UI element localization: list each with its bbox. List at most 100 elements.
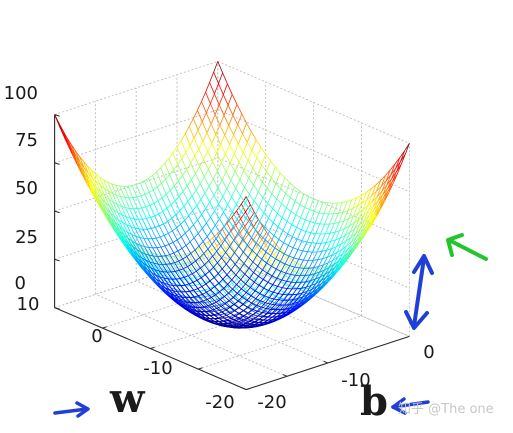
surface-mesh-segment [146, 265, 152, 273]
surface-mesh-segment [155, 274, 161, 282]
surface-mesh-segment [166, 208, 173, 219]
surface-mesh-segment [322, 250, 328, 259]
b-tick-mark [242, 387, 247, 391]
watermark: 知乎 @The one [398, 401, 494, 417]
surface-mesh-segment [266, 171, 272, 179]
surface-mesh-segment [165, 179, 171, 191]
surface-mesh-segment [272, 316, 278, 320]
surface-mesh-segment [264, 306, 271, 312]
surface-mesh-segment [340, 234, 346, 239]
surface-mesh-segment [196, 205, 203, 215]
surface-mesh-segment [189, 290, 195, 298]
surface-mesh-segment [143, 259, 149, 267]
surface-mesh-segment [223, 204, 228, 213]
w-tick-10: 10 [17, 294, 40, 315]
surface-mesh-segment [176, 223, 181, 229]
surface-mesh-segment [385, 169, 391, 181]
surface-mesh-segment [244, 202, 251, 211]
surface-mesh-segment [253, 276, 259, 283]
surface-mesh-segment [62, 130, 68, 138]
surface-mesh-segment [176, 285, 182, 293]
surface-mesh-segment [222, 94, 229, 106]
surface-mesh-segment [258, 197, 264, 208]
surface-mesh-segment [258, 279, 264, 286]
surface-mesh-segment [127, 238, 134, 248]
surface-mesh-segment [252, 233, 259, 241]
surface-mesh-segment [202, 132, 208, 142]
surface-mesh-segment [141, 257, 148, 266]
surface-mesh-segment [213, 71, 219, 84]
surface-mesh-segment [326, 241, 332, 251]
surface-mesh-segment [195, 307, 201, 313]
surface-mesh-segment [222, 286, 228, 291]
surface-mesh-segment [297, 292, 303, 295]
surface-mesh-segment [337, 202, 343, 204]
surface-mesh-segment [179, 268, 184, 271]
surface-mesh-segment [135, 184, 142, 197]
surface-mesh-segment [188, 282, 194, 285]
surface-mesh-segment [244, 297, 249, 302]
surface-mesh-segment [252, 167, 258, 176]
surface-mesh-segment [161, 193, 167, 199]
surface-mesh-segment [205, 280, 211, 285]
surface-mesh-segment [210, 103, 216, 115]
surface-mesh-segment [344, 218, 349, 229]
surface-mesh-segment [224, 303, 231, 308]
surface-mesh-segment [291, 224, 297, 228]
surface-mesh-segment [103, 179, 109, 192]
surface-mesh-segment [232, 104, 238, 116]
surface-mesh-segment [314, 272, 320, 280]
surface-mesh-segment [205, 112, 212, 125]
surface-mesh-segment [203, 253, 209, 261]
surface-mesh-segment [199, 159, 204, 167]
surface-mesh-segment [242, 133, 248, 143]
surface-mesh-segment [228, 262, 235, 268]
surface-mesh-segment [282, 287, 288, 289]
surface-mesh-segment [320, 233, 326, 244]
surface-mesh-segment [331, 239, 336, 249]
w-tick-mark [102, 326, 107, 329]
surface-mesh-segment [251, 306, 258, 311]
surface-mesh-segment [306, 241, 312, 244]
surface-mesh-segment [352, 197, 358, 209]
surface-mesh-segment [136, 243, 141, 246]
surface-mesh-segment [227, 94, 233, 106]
b-tick-neg10: -10 [341, 370, 370, 391]
surface-mesh-segment [255, 139, 262, 148]
surface-mesh-segment [297, 287, 302, 295]
surface-mesh-segment [269, 292, 274, 298]
surface-mesh-segment [220, 144, 226, 155]
surface-mesh-segment [203, 296, 209, 303]
surface-mesh-segment [244, 177, 250, 188]
surface-mesh-segment [244, 194, 250, 204]
surface-mesh-segment [222, 320, 229, 324]
surface-mesh-segment [217, 179, 223, 189]
surface-mesh-segment [293, 301, 300, 304]
surface-mesh-segment [285, 307, 291, 310]
surface-mesh-segment [270, 166, 276, 178]
surface-mesh-segment [219, 320, 224, 322]
surface-mesh-segment [255, 293, 261, 299]
surface-mesh-segment [128, 197, 134, 209]
surface-mesh-segment [281, 311, 286, 314]
surface-mesh-segment [305, 221, 311, 232]
surface-mesh-segment [271, 183, 277, 194]
surface-mesh-segment [207, 301, 213, 308]
surface-mesh-segment [265, 237, 272, 246]
surface-mesh-segment [261, 306, 267, 309]
surface-mesh-segment [203, 300, 209, 306]
surface-mesh-segment [265, 303, 271, 309]
surface-mesh-segment [252, 303, 258, 308]
surface-mesh-segment [395, 157, 401, 169]
surface-mesh-segment [164, 163, 170, 175]
surface-mesh-segment [270, 255, 276, 260]
surface-mesh-segment [203, 151, 209, 160]
surface-mesh-segment [331, 246, 337, 256]
surface-mesh-segment [125, 216, 132, 227]
surface-mesh-segment [234, 307, 239, 312]
surface-mesh-segment [231, 315, 236, 319]
surface-mesh-segment [123, 229, 129, 239]
surface-mesh-segment [313, 198, 319, 202]
surface-mesh-segment [161, 255, 166, 257]
surface-mesh-segment [195, 189, 202, 200]
